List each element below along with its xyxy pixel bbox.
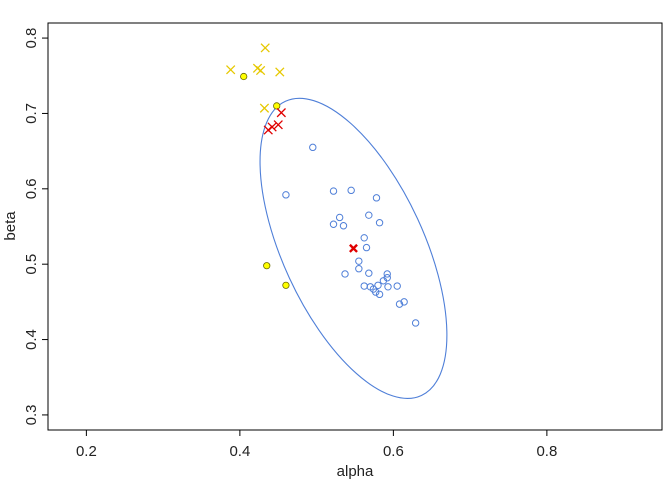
y-axis-title: beta	[2, 211, 19, 241]
data-point	[282, 191, 290, 199]
x-tick-label: 0.8	[536, 443, 557, 460]
data-point	[355, 257, 363, 265]
x-tick-label: 0.4	[229, 443, 250, 460]
data-point	[267, 122, 277, 132]
data-point	[329, 220, 338, 228]
data-point	[275, 67, 285, 77]
data-point	[362, 243, 371, 252]
y-tick-label: 0.5	[23, 254, 40, 275]
data-point	[339, 222, 348, 230]
data-point	[347, 186, 355, 195]
data-point	[273, 102, 281, 110]
y-tick-label: 0.6	[23, 178, 40, 199]
data-point	[335, 213, 344, 222]
y-axis: 0.3 0.4 0.5 0.6 0.7 0.8	[23, 28, 48, 425]
data-point	[260, 43, 270, 53]
x-tick-label: 0.6	[383, 443, 404, 460]
data-point	[282, 281, 290, 289]
data-point	[263, 262, 271, 270]
data-point	[383, 270, 391, 278]
data-point	[255, 65, 266, 76]
data-point	[365, 211, 373, 219]
y-tick-label: 0.3	[23, 404, 40, 425]
data-point	[375, 219, 384, 227]
data-point-layer	[226, 43, 420, 327]
data-point	[341, 270, 349, 278]
data-point	[393, 282, 401, 290]
data-point	[309, 143, 317, 152]
y-tick-label: 0.8	[23, 28, 40, 49]
confidence-ellipse	[259, 97, 448, 399]
y-tick-label: 0.4	[23, 329, 40, 350]
data-point	[395, 300, 404, 308]
data-point	[372, 194, 381, 202]
data-point	[273, 120, 283, 130]
data-point	[411, 319, 420, 327]
data-point	[374, 281, 382, 289]
center-marker	[349, 243, 358, 253]
x-axis-title: alpha	[337, 463, 374, 480]
x-tick-label: 0.2	[76, 443, 97, 460]
plot-area	[47, 22, 663, 431]
data-point	[365, 269, 373, 277]
data-point	[379, 277, 388, 285]
data-point	[276, 108, 286, 118]
data-point	[375, 290, 384, 299]
data-point	[329, 187, 338, 195]
y-tick-label: 0.7	[23, 103, 40, 124]
data-point	[384, 283, 392, 291]
data-point	[360, 234, 368, 242]
confidence-ellipse-layer	[259, 97, 448, 399]
data-point	[226, 65, 236, 75]
x-axis: 0.2 0.4 0.6 0.8	[76, 430, 557, 460]
data-point	[259, 103, 270, 113]
data-point	[355, 265, 363, 273]
data-point	[400, 298, 408, 306]
data-point	[372, 288, 380, 296]
data-point	[240, 72, 248, 81]
